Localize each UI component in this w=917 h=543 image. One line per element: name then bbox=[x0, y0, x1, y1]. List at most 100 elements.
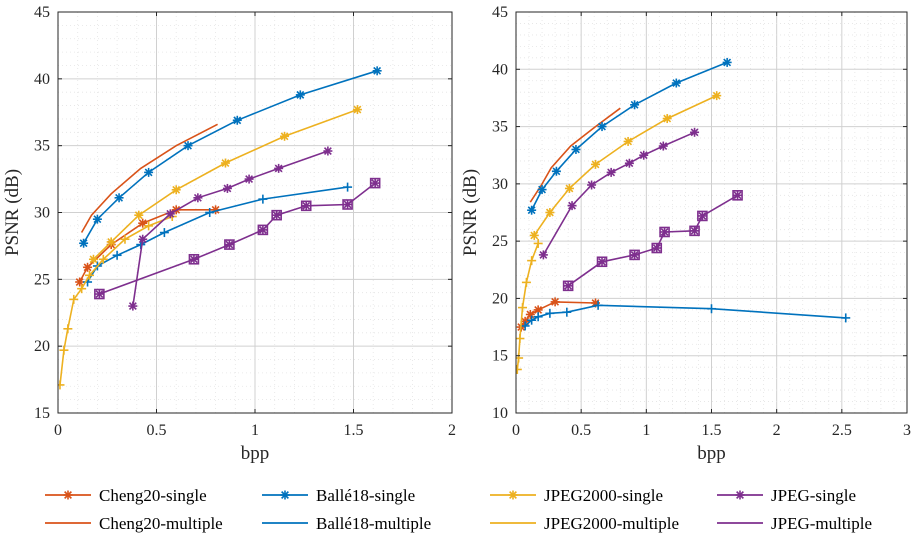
data-point-jpeg-multiple bbox=[271, 209, 282, 221]
y-tick-label: 15 bbox=[34, 405, 50, 422]
data-point-jpeg2000-multiple bbox=[521, 277, 531, 287]
data-point-balle18-multiple bbox=[79, 238, 89, 248]
data-point-jpeg-single bbox=[658, 141, 668, 151]
x-tick-label: 0 bbox=[54, 422, 62, 439]
data-point-jpeg-single bbox=[323, 146, 333, 156]
data-point-balle18-single bbox=[545, 308, 555, 318]
legend-item-jpeg-multiple: JPEG-multiple bbox=[717, 514, 872, 533]
y-tick-label: 20 bbox=[34, 338, 50, 355]
data-point-jpeg-single bbox=[165, 209, 175, 219]
legend-label: JPEG-multiple bbox=[771, 514, 872, 533]
legend-label: Ballé18-multiple bbox=[316, 514, 431, 533]
grid bbox=[58, 12, 452, 413]
legend-label: JPEG2000-multiple bbox=[544, 514, 679, 533]
x-axis-label: bpp bbox=[697, 443, 726, 464]
data-point-balle18-multiple bbox=[551, 166, 561, 176]
data-point-jpeg2000-multiple bbox=[58, 380, 65, 390]
data-point-jpeg-single bbox=[567, 201, 577, 211]
data-point-jpeg2000-single bbox=[106, 237, 116, 247]
data-point-balle18-multiple bbox=[372, 66, 382, 76]
data-point-balle18-multiple bbox=[114, 193, 124, 203]
data-point-jpeg-single bbox=[606, 167, 616, 177]
data-point-jpeg-multiple bbox=[369, 177, 381, 189]
data-point-balle18-single bbox=[527, 315, 537, 325]
data-point-jpeg-multiple bbox=[659, 226, 670, 238]
y-tick-label: 30 bbox=[492, 176, 508, 193]
y-axis-label: PSNR (dB) bbox=[2, 169, 23, 256]
data-point-jpeg2000-single bbox=[134, 210, 144, 220]
data-point-balle18-single bbox=[520, 321, 530, 331]
data-point-balle18-multiple bbox=[537, 185, 547, 195]
data-point-jpeg-multiple bbox=[697, 210, 708, 222]
data-point-balle18-multiple bbox=[144, 167, 154, 177]
data-point-balle18-multiple bbox=[183, 141, 193, 151]
data-point-jpeg2000-single bbox=[529, 230, 539, 240]
legend-label: JPEG2000-single bbox=[544, 486, 663, 505]
series-line-jpeg-single bbox=[132, 150, 329, 307]
data-point-jpeg-single bbox=[274, 163, 284, 173]
data-point-cheng20-single bbox=[83, 262, 93, 272]
data-point-jpeg-multiple bbox=[629, 249, 640, 261]
y-tick-label: 35 bbox=[34, 138, 50, 155]
data-point-jpeg-multiple bbox=[224, 239, 235, 250]
data-point-balle18-single bbox=[159, 228, 169, 238]
x-axis-label: bpp bbox=[241, 443, 270, 464]
x-tick-label: 1.5 bbox=[344, 422, 364, 439]
data-point-cheng20-single bbox=[525, 309, 535, 319]
series-line-balle18-multiple bbox=[82, 70, 378, 244]
data-point-jpeg2000-multiple bbox=[516, 364, 522, 374]
data-point-balle18-single bbox=[562, 307, 572, 317]
data-point-jpeg-multiple bbox=[689, 225, 700, 237]
data-point-jpeg2000-multiple bbox=[69, 294, 79, 304]
data-point-jpeg2000-single bbox=[591, 159, 601, 169]
data-point-jpeg-single bbox=[193, 193, 203, 203]
chart-panel-2: 0 0.5 1 1.5 2 2.5 3 10 15 20 25 30 35 40 45 bpp PSNR (dB… bbox=[460, 4, 911, 464]
data-point-jpeg2000-multiple bbox=[77, 284, 87, 294]
data-point-jpeg-multiple bbox=[651, 242, 663, 254]
y-tick-label: 40 bbox=[492, 61, 508, 78]
data-point-jpeg2000-single bbox=[545, 208, 555, 217]
series-line-balle18-single bbox=[86, 186, 348, 283]
legend-item-balle18-single: Ballé18-single bbox=[262, 486, 415, 505]
data-point-jpeg-multiple bbox=[94, 288, 105, 300]
data-point-jpeg-multiple bbox=[300, 200, 312, 212]
x-tick-label: 1.5 bbox=[702, 422, 722, 439]
data-point-jpeg-multiple bbox=[732, 190, 743, 201]
legend-marker-jpeg-single bbox=[735, 490, 745, 500]
data-point-jpeg-single bbox=[244, 174, 254, 184]
series-line-jpeg-multiple bbox=[567, 194, 739, 287]
x-tick-label: 0.5 bbox=[571, 422, 591, 439]
data-point-balle18-multiple bbox=[671, 78, 681, 88]
data-point-balle18-multiple bbox=[597, 122, 607, 132]
legend-item-cheng20-multiple: Cheng20-multiple bbox=[45, 514, 223, 533]
series-line-cheng20-multiple bbox=[80, 123, 218, 233]
data-point-jpeg-single bbox=[624, 158, 634, 168]
legend-label: Cheng20-multiple bbox=[99, 514, 223, 533]
data-point-balle18-single bbox=[707, 304, 716, 314]
y-tick-label: 10 bbox=[492, 405, 508, 422]
data-point-jpeg-single bbox=[639, 150, 649, 160]
x-tick-label: 1 bbox=[251, 422, 259, 439]
x-tick-label: 2 bbox=[773, 422, 781, 439]
data-point-jpeg2000-single bbox=[352, 105, 362, 115]
data-point-jpeg2000-multiple bbox=[59, 345, 69, 355]
data-point-jpeg2000-multiple bbox=[98, 254, 108, 264]
legend-item-balle18-multiple: Ballé18-multiple bbox=[262, 514, 431, 533]
data-point-jpeg2000-multiple bbox=[120, 234, 130, 244]
data-point-balle18-multiple bbox=[295, 90, 305, 100]
data-point-balle18-single bbox=[533, 312, 543, 322]
data-point-jpeg2000-single bbox=[220, 158, 230, 168]
data-point-jpeg2000-multiple bbox=[518, 303, 528, 313]
y-tick-label: 25 bbox=[492, 233, 508, 250]
data-point-jpeg2000-single bbox=[564, 183, 574, 193]
legend-label: Ballé18-single bbox=[316, 486, 415, 505]
x-tick-label: 2.5 bbox=[832, 422, 852, 439]
legend-item-jpeg2000-multiple: JPEG2000-multiple bbox=[490, 514, 679, 533]
legend-item-jpeg-single: JPEG-single bbox=[717, 486, 856, 505]
data-point-balle18-single bbox=[112, 250, 122, 260]
y-tick-label: 15 bbox=[492, 348, 508, 365]
legend-label: JPEG-single bbox=[771, 486, 856, 505]
data-point-jpeg-single bbox=[690, 127, 700, 137]
